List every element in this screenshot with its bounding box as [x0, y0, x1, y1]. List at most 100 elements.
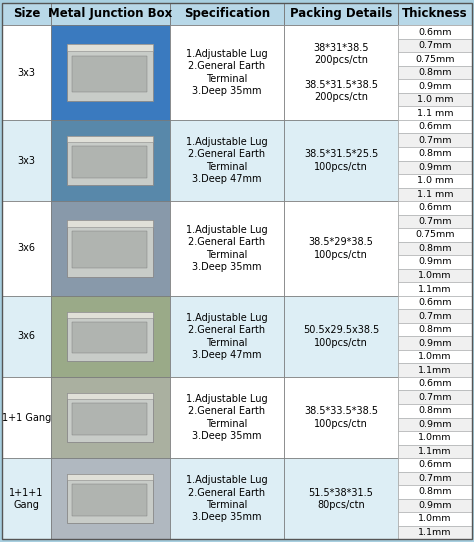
- Bar: [398, 79, 472, 93]
- Bar: [398, 458, 472, 472]
- Text: 1.1 mm: 1.1 mm: [417, 109, 453, 118]
- Bar: [72, 231, 147, 268]
- Text: 38.5*29*38.5
100pcs/ctn: 38.5*29*38.5 100pcs/ctn: [309, 237, 374, 260]
- Bar: [398, 499, 472, 512]
- Bar: [284, 3, 398, 25]
- Text: 0.7mm: 0.7mm: [418, 136, 452, 145]
- Bar: [398, 133, 472, 147]
- Text: 0.7mm: 0.7mm: [418, 312, 452, 320]
- Bar: [2, 3, 51, 25]
- Bar: [67, 44, 153, 101]
- Text: 1.Adjustable Lug
2.General Earth
Terminal
3.Deep 47mm: 1.Adjustable Lug 2.General Earth Termina…: [186, 313, 268, 360]
- Bar: [170, 458, 284, 539]
- Bar: [72, 484, 147, 516]
- Bar: [2, 25, 51, 120]
- Text: 1.0 mm: 1.0 mm: [417, 176, 453, 185]
- Text: 1.0mm: 1.0mm: [418, 514, 452, 524]
- Text: 3x6: 3x6: [18, 331, 36, 341]
- Text: 1.1mm: 1.1mm: [418, 447, 452, 456]
- Text: 1.0mm: 1.0mm: [418, 352, 452, 361]
- Bar: [398, 39, 472, 52]
- Text: 1.Adjustable Lug
2.General Earth
Terminal
3.Deep 35mm: 1.Adjustable Lug 2.General Earth Termina…: [186, 49, 268, 96]
- Text: 0.6mm: 0.6mm: [418, 203, 452, 212]
- Text: 0.9mm: 0.9mm: [418, 82, 452, 91]
- Bar: [398, 296, 472, 309]
- Bar: [51, 201, 170, 296]
- Bar: [72, 322, 147, 353]
- Text: 3x3: 3x3: [18, 156, 36, 165]
- Text: Packing Details: Packing Details: [290, 8, 392, 21]
- Text: 0.8mm: 0.8mm: [418, 244, 452, 253]
- Bar: [398, 390, 472, 404]
- Bar: [284, 296, 398, 377]
- Text: 1+1 Gang: 1+1 Gang: [2, 412, 51, 423]
- Text: 38.5*31.5*25.5
100pcs/ctn: 38.5*31.5*25.5 100pcs/ctn: [304, 150, 378, 172]
- Text: 3x6: 3x6: [18, 243, 36, 254]
- Text: 1.1 mm: 1.1 mm: [417, 190, 453, 199]
- Bar: [398, 52, 472, 66]
- Text: 0.8mm: 0.8mm: [418, 149, 452, 158]
- Text: 0.6mm: 0.6mm: [418, 28, 452, 36]
- Bar: [51, 120, 170, 201]
- Bar: [398, 404, 472, 417]
- Bar: [170, 25, 284, 120]
- Bar: [2, 296, 51, 377]
- Bar: [398, 364, 472, 377]
- Text: 0.75mm: 0.75mm: [415, 55, 455, 63]
- Text: Metal Junction Box: Metal Junction Box: [48, 8, 172, 21]
- Bar: [398, 160, 472, 174]
- Text: Size: Size: [13, 8, 40, 21]
- Text: 1.Adjustable Lug
2.General Earth
Terminal
3.Deep 35mm: 1.Adjustable Lug 2.General Earth Termina…: [186, 394, 268, 441]
- Bar: [284, 25, 398, 120]
- Bar: [67, 393, 153, 442]
- Bar: [398, 255, 472, 269]
- Bar: [170, 201, 284, 296]
- Bar: [67, 44, 153, 51]
- Bar: [398, 174, 472, 188]
- Bar: [2, 458, 51, 539]
- Bar: [398, 228, 472, 242]
- Bar: [67, 220, 153, 277]
- Bar: [398, 417, 472, 431]
- Text: 0.6mm: 0.6mm: [418, 379, 452, 388]
- Bar: [51, 458, 170, 539]
- Text: 0.9mm: 0.9mm: [418, 163, 452, 172]
- Text: 0.8mm: 0.8mm: [418, 68, 452, 77]
- Text: 0.9mm: 0.9mm: [418, 501, 452, 510]
- Bar: [170, 296, 284, 377]
- Text: 0.7mm: 0.7mm: [418, 41, 452, 50]
- Bar: [398, 512, 472, 526]
- Text: 0.6mm: 0.6mm: [418, 460, 452, 469]
- Text: 51.5*38*31.5
80pcs/ctn: 51.5*38*31.5 80pcs/ctn: [309, 487, 374, 510]
- Bar: [67, 312, 153, 318]
- Bar: [67, 474, 153, 523]
- Bar: [51, 296, 170, 377]
- Bar: [398, 309, 472, 323]
- Bar: [398, 526, 472, 539]
- Bar: [170, 377, 284, 458]
- Bar: [72, 403, 147, 435]
- Bar: [284, 120, 398, 201]
- Text: 0.6mm: 0.6mm: [418, 122, 452, 131]
- Bar: [398, 66, 472, 79]
- Bar: [398, 201, 472, 215]
- Text: 0.8mm: 0.8mm: [418, 487, 452, 496]
- Text: 0.7mm: 0.7mm: [418, 474, 452, 483]
- Text: 1.1mm: 1.1mm: [418, 285, 452, 294]
- Text: 1.0mm: 1.0mm: [418, 271, 452, 280]
- Bar: [398, 120, 472, 133]
- Text: Thickness: Thickness: [402, 8, 468, 21]
- Text: 1.Adjustable Lug
2.General Earth
Terminal
3.Deep 35mm: 1.Adjustable Lug 2.General Earth Termina…: [186, 225, 268, 272]
- Text: 0.9mm: 0.9mm: [418, 420, 452, 429]
- Text: 0.75mm: 0.75mm: [415, 230, 455, 240]
- Bar: [170, 3, 284, 25]
- Bar: [398, 472, 472, 485]
- Bar: [398, 147, 472, 160]
- Text: 1.0 mm: 1.0 mm: [417, 95, 453, 104]
- Bar: [398, 444, 472, 458]
- Text: 0.8mm: 0.8mm: [418, 406, 452, 415]
- Bar: [2, 377, 51, 458]
- Bar: [398, 242, 472, 255]
- Bar: [398, 350, 472, 364]
- Bar: [398, 215, 472, 228]
